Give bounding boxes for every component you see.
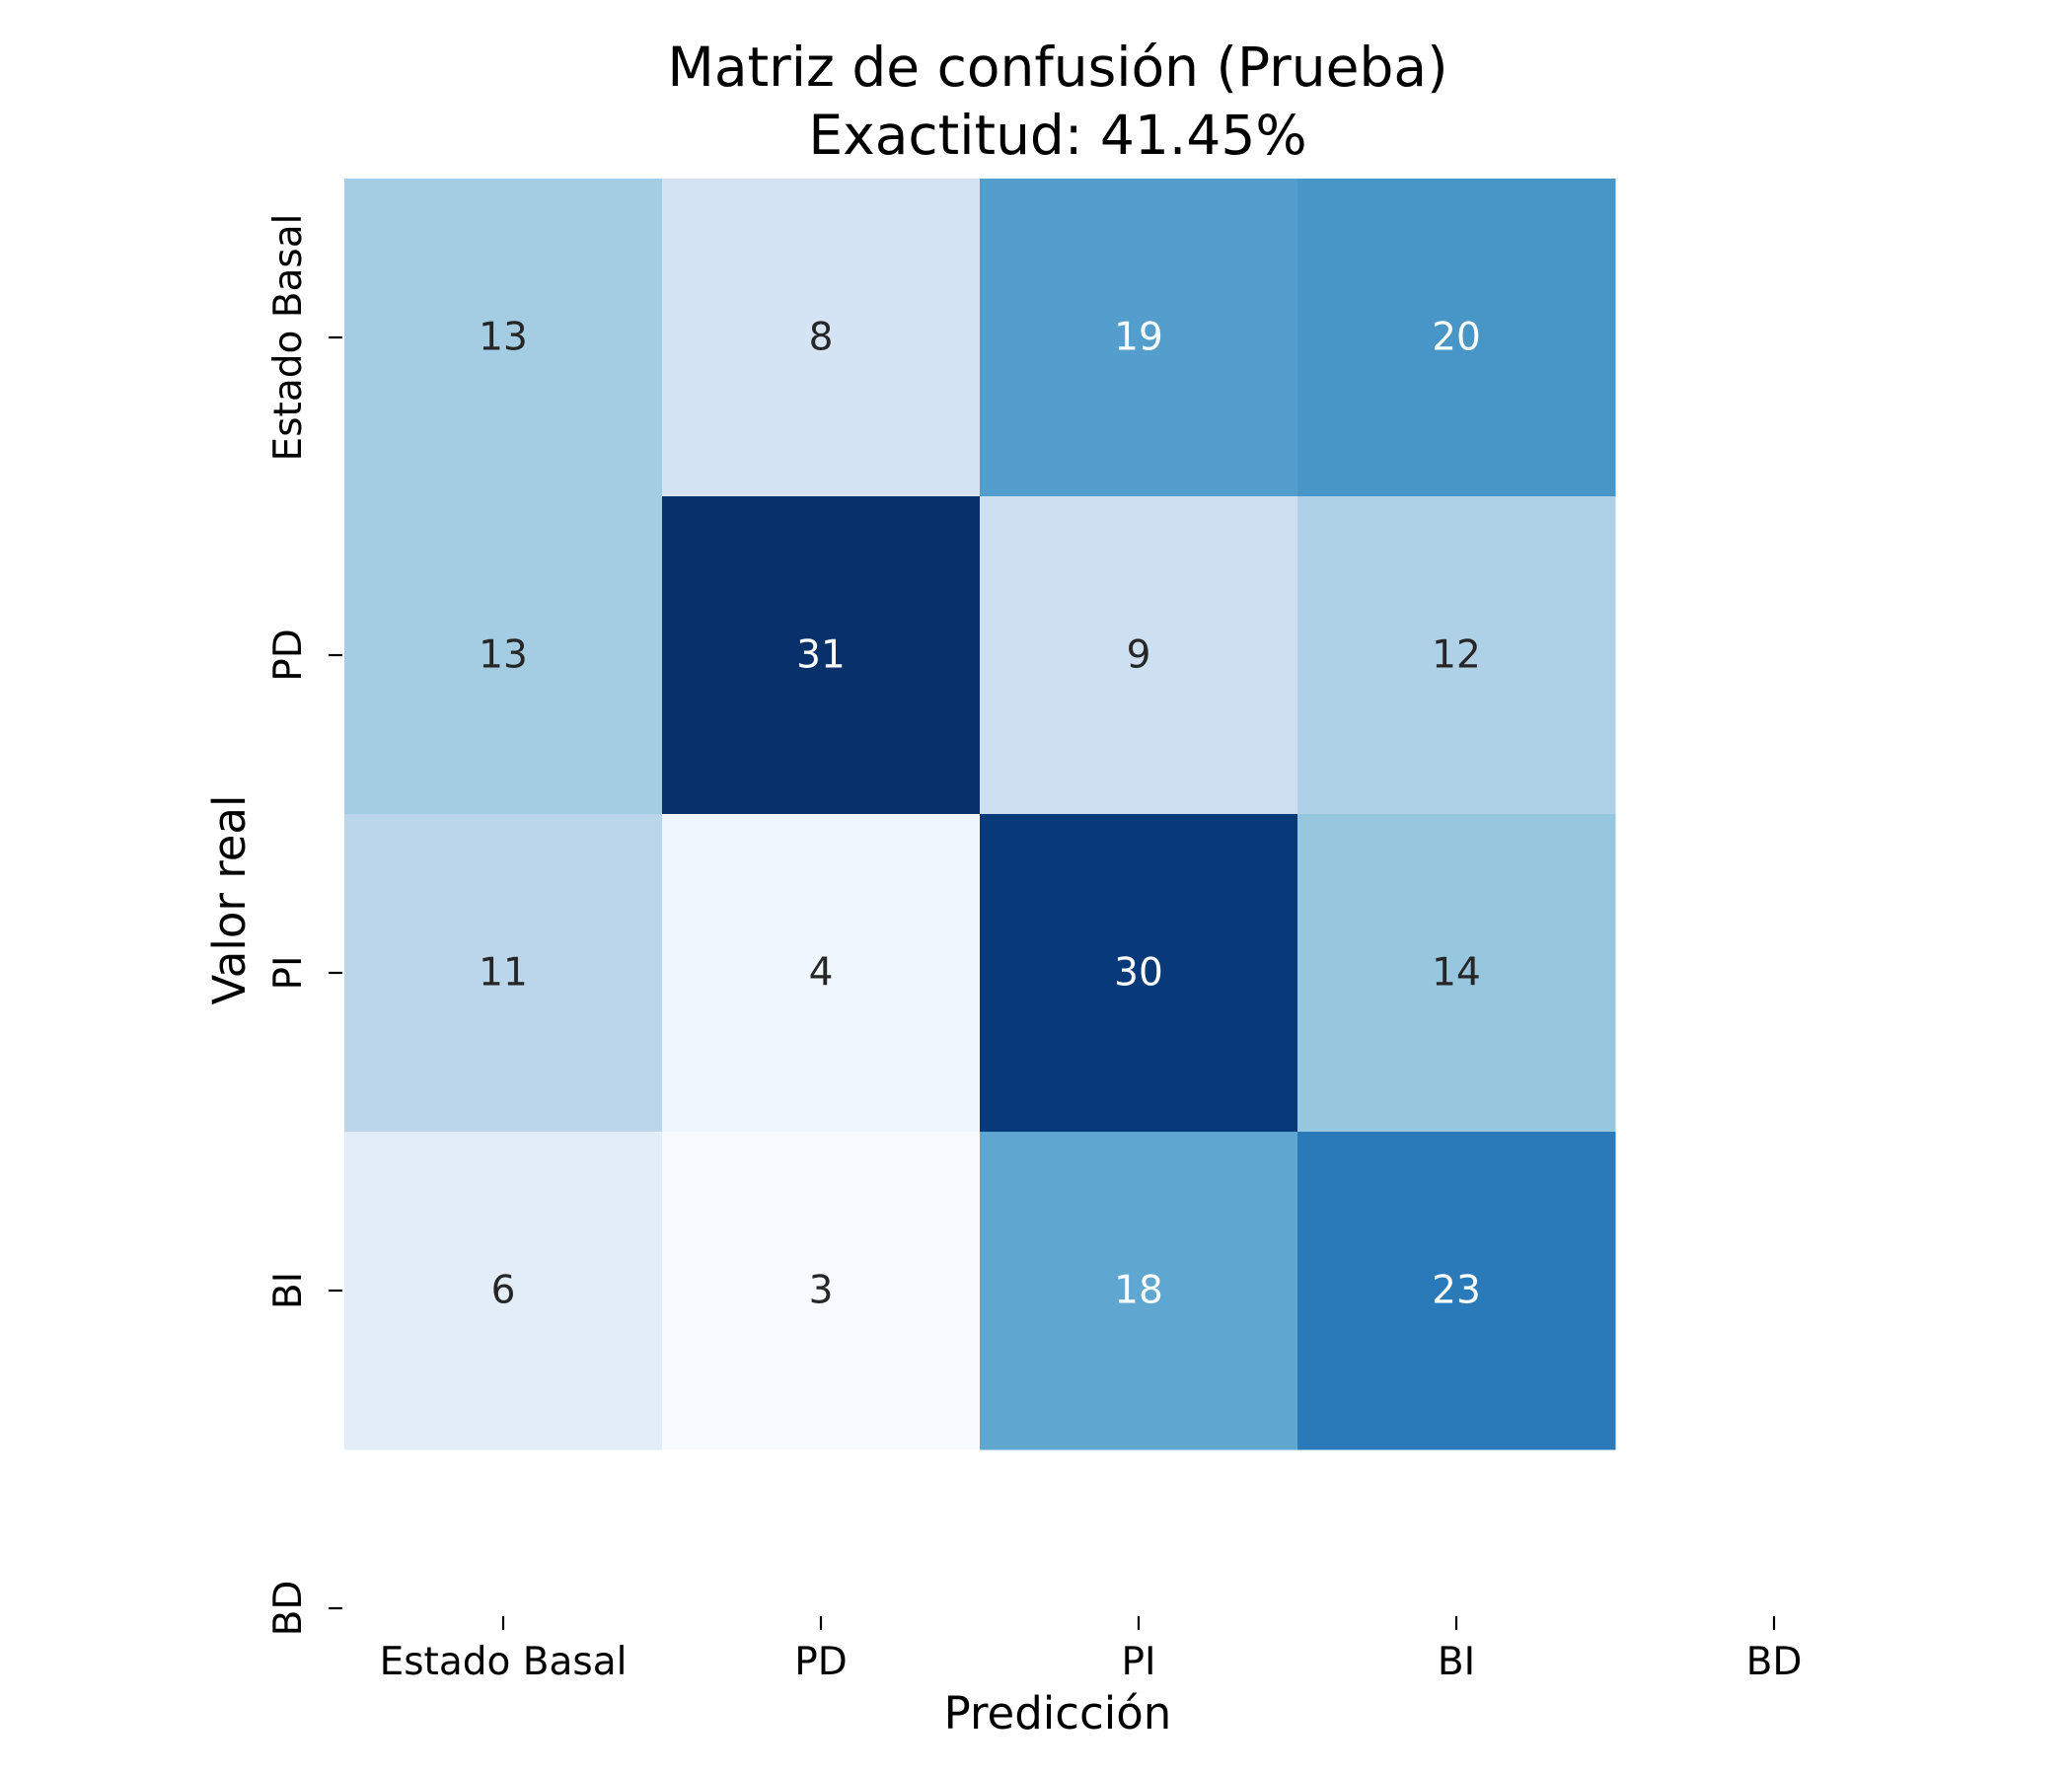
heatmap-cell-label: 9 bbox=[1127, 633, 1151, 678]
heatmap-cell bbox=[980, 1132, 1298, 1450]
x-axis-ticks: Estado Basal PD PI BI BD bbox=[380, 1616, 1803, 1684]
heatmap-cell bbox=[662, 179, 981, 497]
y-tick-label: PI bbox=[266, 955, 311, 990]
heatmap-cell-labels: 13 8 19 20 13 31 9 12 11 4 30 14 6 3 18 23 bbox=[479, 316, 1481, 1313]
heatmap-cell-label: 14 bbox=[1432, 951, 1481, 996]
heatmap-cell-label: 8 bbox=[809, 316, 834, 360]
y-tick-label: BI bbox=[266, 1272, 311, 1309]
heatmap-cell bbox=[1297, 496, 1616, 815]
x-tick-label: PD bbox=[794, 1640, 848, 1684]
heatmap-cell bbox=[980, 179, 1298, 497]
y-axis-label: Valor real bbox=[203, 795, 256, 1005]
heatmap-cell bbox=[662, 496, 981, 815]
heatmap-cell bbox=[344, 814, 663, 1133]
heatmap-cell bbox=[1297, 179, 1616, 497]
x-tick-label: BD bbox=[1746, 1640, 1803, 1684]
heatmap-cell bbox=[1297, 1132, 1616, 1450]
heatmap-cell-label: 31 bbox=[796, 633, 846, 678]
heatmap-cells bbox=[344, 179, 1616, 1450]
y-tick-label: BD bbox=[266, 1581, 311, 1637]
heatmap-cell bbox=[1297, 814, 1616, 1133]
x-axis-label: Predicción bbox=[944, 1687, 1172, 1739]
y-axis-ticks: Estado Basal PD PI BI BD bbox=[266, 214, 342, 1637]
heatmap-cell-label: 30 bbox=[1114, 951, 1163, 996]
heatmap-cell-label: 13 bbox=[479, 316, 528, 360]
heatmap-cell-label: 18 bbox=[1114, 1269, 1163, 1313]
heatmap-cell bbox=[344, 179, 663, 497]
heatmap-cell-label: 6 bbox=[491, 1269, 516, 1313]
heatmap-cell-label: 12 bbox=[1432, 633, 1481, 678]
heatmap-cell bbox=[980, 814, 1298, 1133]
x-tick-label: PI bbox=[1121, 1640, 1155, 1684]
chart-title-line-1: Matriz de confusión (Prueba) bbox=[667, 36, 1447, 99]
heatmap-cell-label: 3 bbox=[809, 1269, 834, 1313]
heatmap-cell-label: 20 bbox=[1432, 316, 1481, 360]
chart-title-line-2: Exactitud: 41.45% bbox=[808, 104, 1306, 167]
heatmap-cell-label: 4 bbox=[809, 951, 834, 996]
x-tick-label: BI bbox=[1438, 1640, 1475, 1684]
heatmap-cell bbox=[662, 1132, 981, 1450]
heatmap-cell bbox=[344, 496, 663, 815]
heatmap-cell-label: 13 bbox=[479, 633, 528, 678]
heatmap-cell-label: 23 bbox=[1432, 1269, 1481, 1313]
y-tick-label: Estado Basal bbox=[266, 214, 311, 462]
x-tick-label: Estado Basal bbox=[380, 1640, 628, 1684]
heatmap-cell bbox=[662, 814, 981, 1133]
y-tick-label: PD bbox=[266, 629, 311, 682]
heatmap-cell-label: 11 bbox=[479, 951, 528, 996]
heatmap-cell bbox=[344, 1132, 663, 1450]
heatmap-cell-label: 19 bbox=[1114, 316, 1163, 360]
heatmap-cell bbox=[980, 496, 1298, 815]
